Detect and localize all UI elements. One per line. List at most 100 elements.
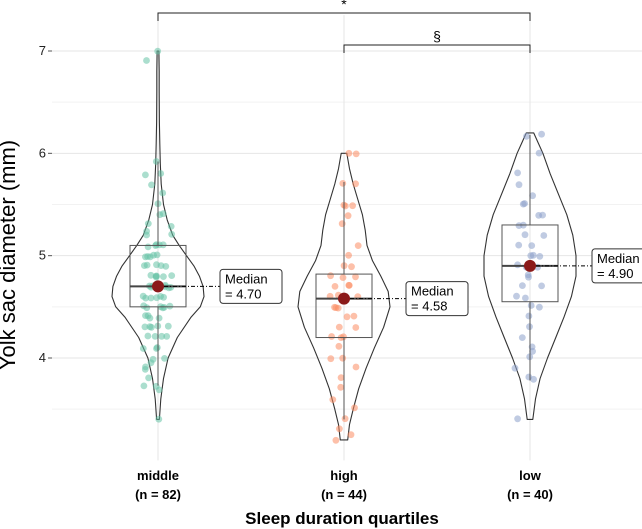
- significance-bracket: [343, 44, 531, 53]
- data-point-middle: [142, 312, 149, 319]
- median-label-text: Median: [411, 284, 454, 299]
- data-point-low: [536, 253, 544, 260]
- data-point-high: [352, 324, 360, 331]
- y-axis-title: Yolk sac diameter (mm): [0, 140, 20, 370]
- data-point-middle: [168, 272, 176, 279]
- data-point-middle: [155, 415, 163, 423]
- data-point-middle: [139, 345, 147, 352]
- data-point-low: [514, 415, 521, 423]
- x-category-label: low: [519, 468, 542, 483]
- mean-point-high: [338, 292, 350, 305]
- data-point-middle: [141, 262, 148, 269]
- data-point-low: [529, 192, 536, 200]
- data-point-middle: [153, 272, 160, 280]
- data-point-low: [538, 282, 545, 290]
- median-label-text: = 4.70: [225, 286, 262, 301]
- data-point-high: [352, 150, 360, 158]
- median-label-text: Median: [225, 271, 268, 286]
- data-point-middle: [162, 263, 170, 270]
- data-point-middle: [159, 304, 167, 312]
- data-point-low: [522, 294, 529, 302]
- data-point-middle: [153, 294, 161, 302]
- data-point-high: [334, 304, 342, 312]
- data-point-high: [332, 436, 340, 444]
- box-low: [501, 224, 559, 303]
- data-point-middle: [152, 158, 160, 165]
- data-point-middle: [151, 333, 159, 340]
- significance-label: *: [341, 0, 347, 12]
- data-point-low: [519, 282, 526, 289]
- y-tick-label: 6: [39, 145, 46, 160]
- data-point-high: [344, 212, 352, 220]
- data-point-middle: [168, 230, 176, 238]
- data-point-middle: [142, 171, 149, 179]
- data-point-low: [536, 303, 543, 311]
- data-point-high: [335, 323, 343, 331]
- data-point-high: [327, 355, 335, 363]
- data-point-high: [347, 431, 355, 439]
- data-point-middle: [161, 355, 168, 362]
- data-point-high: [337, 383, 345, 391]
- data-point-high: [328, 333, 335, 340]
- data-point-middle: [147, 294, 155, 302]
- data-point-high: [352, 273, 359, 281]
- data-point-middle: [160, 273, 167, 280]
- y-tick-label: 5: [39, 248, 46, 263]
- significance-label: §: [433, 28, 441, 44]
- significance-bracket: [157, 12, 531, 21]
- data-point-low: [515, 181, 523, 189]
- data-point-high: [354, 242, 362, 250]
- data-point-low: [511, 364, 519, 372]
- data-point-middle: [148, 181, 155, 189]
- data-point-middle: [144, 332, 152, 340]
- box-middle: [129, 244, 187, 308]
- data-point-middle: [141, 323, 149, 331]
- data-point-low: [540, 232, 548, 239]
- data-point-middle: [159, 189, 167, 197]
- data-point-high: [352, 180, 359, 188]
- data-point-low: [530, 375, 537, 383]
- data-point-low: [535, 212, 543, 219]
- data-point-high: [349, 202, 356, 210]
- data-point-low: [515, 241, 523, 249]
- median-label-text: = 4.58: [411, 299, 448, 314]
- data-point-middle: [140, 302, 148, 310]
- x-category-label: middle: [137, 468, 179, 483]
- y-tick-label: 4: [39, 350, 46, 365]
- data-point-middle: [163, 333, 171, 340]
- data-point-middle: [153, 345, 160, 352]
- data-point-low: [521, 200, 528, 207]
- data-point-low: [514, 261, 521, 269]
- data-point-middle: [153, 261, 160, 269]
- x-category-label: high: [330, 468, 357, 483]
- data-point-high: [337, 374, 345, 381]
- data-point-middle: [140, 382, 148, 390]
- data-point-low: [515, 222, 523, 230]
- data-point-middle: [164, 322, 172, 330]
- data-point-high: [329, 396, 337, 403]
- data-point-low: [524, 271, 532, 279]
- data-point-low: [525, 312, 533, 320]
- y-tick-label: 7: [39, 43, 46, 58]
- data-point-high: [348, 263, 355, 271]
- data-point-low: [513, 292, 520, 300]
- data-point-middle: [145, 374, 153, 382]
- data-point-high: [343, 313, 351, 321]
- data-point-middle: [156, 211, 164, 219]
- violin-low: [483, 132, 577, 420]
- data-point-high: [339, 180, 347, 187]
- data-point-high: [341, 415, 349, 423]
- data-point-low: [535, 149, 543, 157]
- box-high: [315, 273, 373, 339]
- data-point-middle: [157, 170, 165, 177]
- data-point-low: [518, 334, 526, 341]
- data-point-middle: [156, 241, 163, 249]
- data-point-high: [345, 149, 353, 157]
- data-point-high: [350, 312, 358, 320]
- data-point-middle: [155, 314, 163, 322]
- x-axis: middle (n = 82) high (n = 44) low (n = 40): [135, 468, 553, 502]
- data-point-low: [527, 302, 535, 309]
